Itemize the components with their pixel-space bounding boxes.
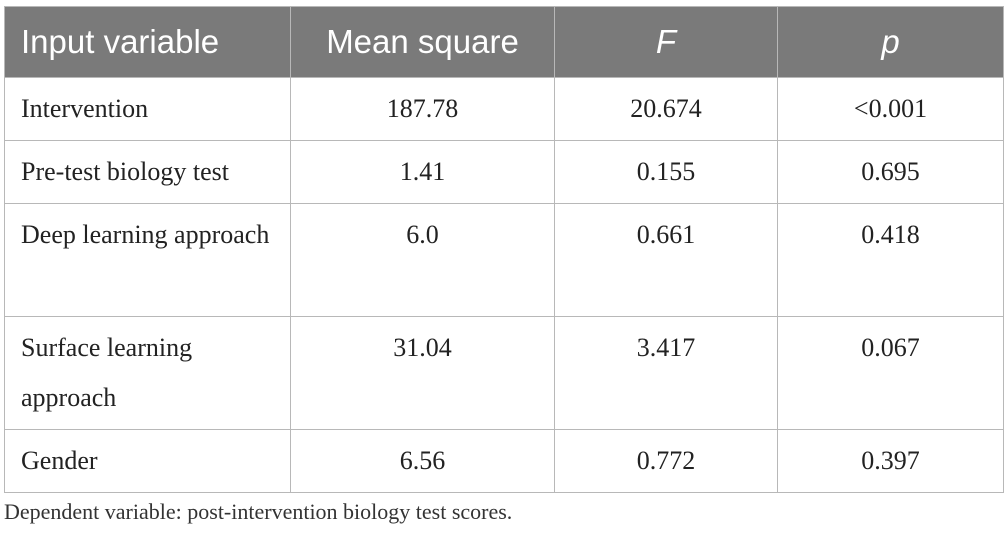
table-row: Gender 6.56 0.772 0.397 [4,429,1004,493]
header-f: F [554,6,778,78]
table-header-row: Input variable Mean square F p [4,6,1004,78]
table-row: Deep learning approach 6.0 0.661 0.418 [4,203,1004,317]
p-value: <0.001 [777,77,1004,141]
mean-square-value: 31.04 [290,316,555,430]
header-p: p [777,6,1004,78]
mean-square-value: 6.56 [290,429,555,493]
table-footnote: Dependent variable: post-intervention bi… [4,499,513,524]
f-value: 0.155 [554,140,778,204]
mean-square-value: 187.78 [290,77,555,141]
row-label: Gender [4,429,291,493]
header-input-variable: Input variable [4,6,291,78]
mean-square-value: 1.41 [290,140,555,204]
p-value: 0.695 [777,140,1004,204]
table-row: Intervention 187.78 20.674 <0.001 [4,77,1004,141]
row-label: Pre-test biology test [4,140,291,204]
row-label: Surface learning approach [4,316,291,430]
f-value: 3.417 [554,316,778,430]
row-label: Deep learning approach [4,203,291,317]
p-value: 0.397 [777,429,1004,493]
p-value: 0.418 [777,203,1004,317]
table-row: Pre-test biology test 1.41 0.155 0.695 [4,140,1004,204]
row-label: Intervention [4,77,291,141]
mean-square-value: 6.0 [290,203,555,317]
p-value: 0.067 [777,316,1004,430]
f-value: 20.674 [554,77,778,141]
f-value: 0.772 [554,429,778,493]
f-value: 0.661 [554,203,778,317]
table-row: Surface learning approach 31.04 3.417 0.… [4,316,1004,430]
anova-table: Input variable Mean square F p Intervent… [4,6,1004,493]
header-mean-square: Mean square [290,6,555,78]
